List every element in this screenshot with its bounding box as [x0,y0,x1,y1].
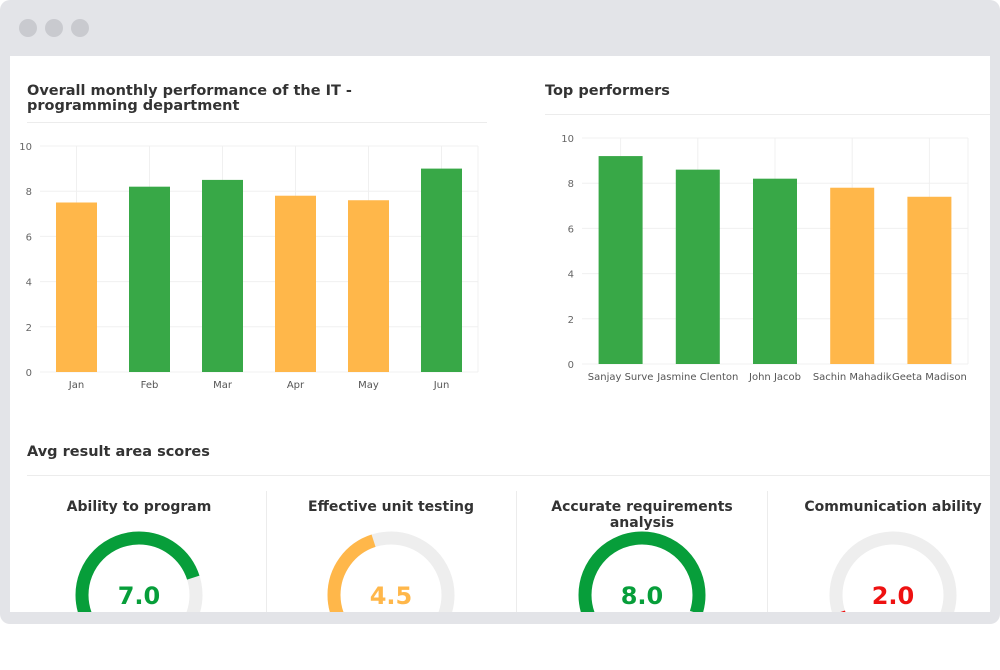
score-label: Communication ability [804,499,982,515]
y-tick-label: 10 [561,134,574,145]
y-tick-label: 0 [26,368,32,379]
bar-jasmine-clenton [675,169,720,364]
bar-jun [421,168,462,372]
y-tick-label: 10 [19,142,32,153]
divider [266,491,267,612]
bar-sachin-mahadik [830,187,875,364]
y-tick-label: 4 [26,278,32,289]
x-tick-label: Geeta Madison [892,372,967,383]
y-tick-label: 2 [568,315,574,326]
y-tick-label: 6 [26,232,32,243]
y-tick-label: 6 [568,224,574,235]
y-tick-label: 2 [26,323,32,334]
monthly-chart-title: Overall monthly performance of the IT - … [27,83,352,114]
x-tick-label: Jun [433,380,450,391]
score-gauge: 4.5 [327,531,455,612]
gauge-fill [75,531,203,612]
divider [516,491,517,612]
browser-window: Overall monthly performance of the IT - … [0,0,1000,624]
top-performers-chart: 0 2 4 6 8 10 Sanjay Surve Jasmine Clenton John J… [561,134,969,383]
x-tick-label: John Jacob [748,372,801,383]
score-gauge: 7.0 [75,531,203,612]
y-tick-label: 4 [568,270,574,281]
x-tick-label: Jasmine Clenton [656,372,738,383]
score-label: Effective unit testing [308,499,474,515]
x-tick-label: Apr [287,380,305,391]
score-value: 7.0 [118,582,161,610]
divider [767,491,768,612]
score-value: 8.0 [621,582,664,610]
scores-title: Avg result area scores [27,444,210,460]
bar-apr [275,195,316,372]
top-performers-title: Top performers [545,83,670,99]
bar-sanjay-surve [598,156,643,364]
score-label: Accurate requirements analysis [551,499,733,531]
gauge-fill [327,531,455,612]
window-close-dot[interactable] [19,19,37,37]
bar-may [348,200,389,372]
y-tick-label: 0 [568,360,574,371]
divider [27,475,990,476]
score-value: 4.5 [370,582,413,610]
x-tick-label: Sanjay Surve [588,372,654,383]
x-tick-label: Jan [68,380,84,391]
dashboard: Overall monthly performance of the IT - … [10,56,990,612]
score-label: Ability to program [66,499,212,515]
window-maximize-dot[interactable] [71,19,89,37]
monthly-performance-chart: 0 2 4 6 8 10 Jan Feb Mar Apr May Jun [19,142,479,391]
score-gauge: 8.0 [578,531,706,612]
bar-mar [202,179,243,372]
x-tick-label: Feb [141,380,159,391]
x-tick-label: Sachin Mahadik [813,372,892,383]
divider [545,114,990,115]
bar-jan [56,202,97,372]
y-tick-label: 8 [26,187,32,198]
window-minimize-dot[interactable] [45,19,63,37]
bar-john-jacob [753,178,797,364]
score-gauge: 2.0 [829,531,957,612]
score-value: 2.0 [872,582,915,610]
bar-geeta-madison [907,196,952,364]
divider [27,122,487,123]
bar-feb [129,186,170,372]
gauge-fill [578,531,706,612]
x-tick-label: May [358,380,379,391]
gauge-track [829,531,957,612]
y-tick-label: 8 [568,179,574,190]
x-tick-label: Mar [213,380,233,391]
